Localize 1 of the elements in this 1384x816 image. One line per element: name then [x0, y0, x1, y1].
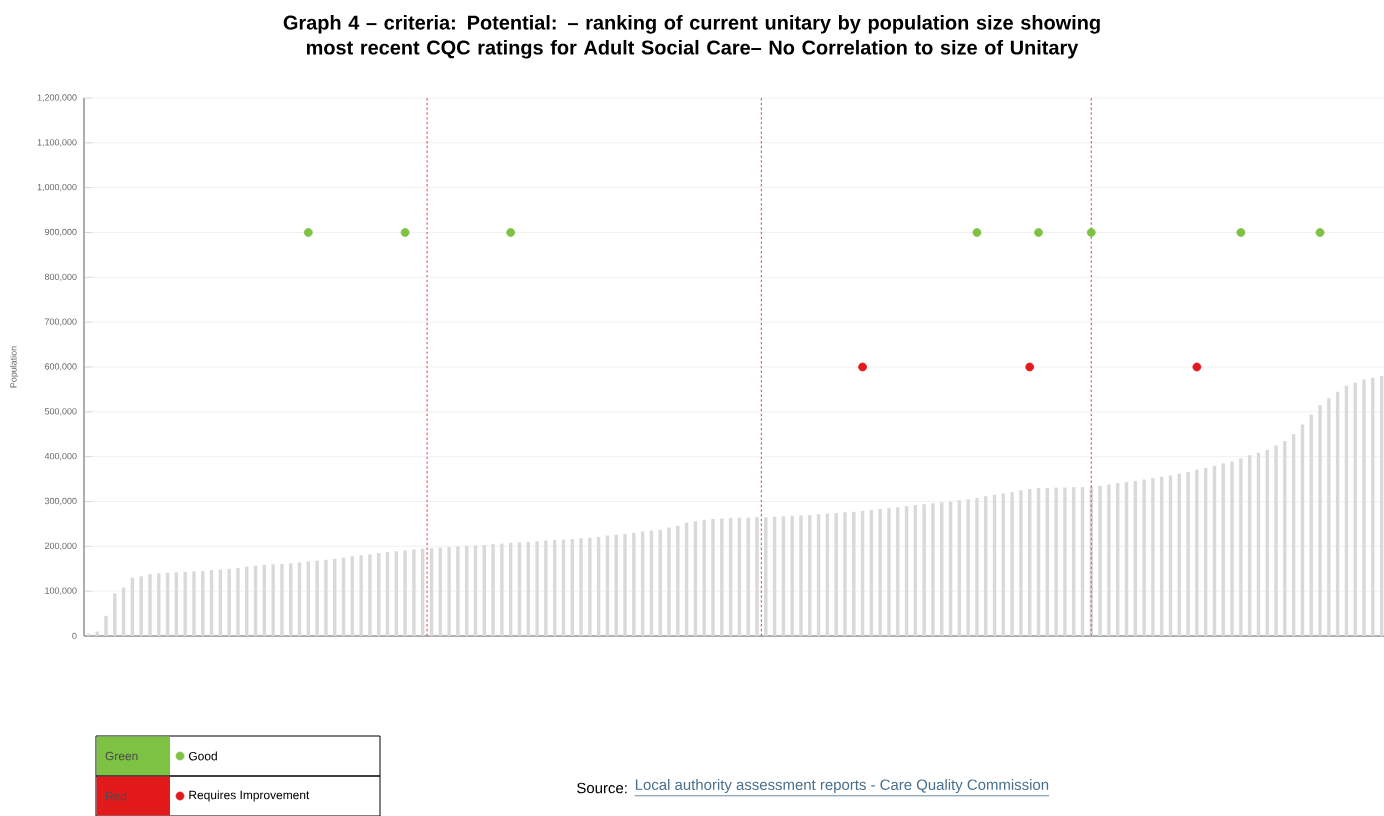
chart-title: Graph 4 – criteria: Potential: – ranking of current unitary by population size showing most recent CQC ratings for Adult Social Care– No Correlation to size of Unitary [283, 15, 1100, 59]
